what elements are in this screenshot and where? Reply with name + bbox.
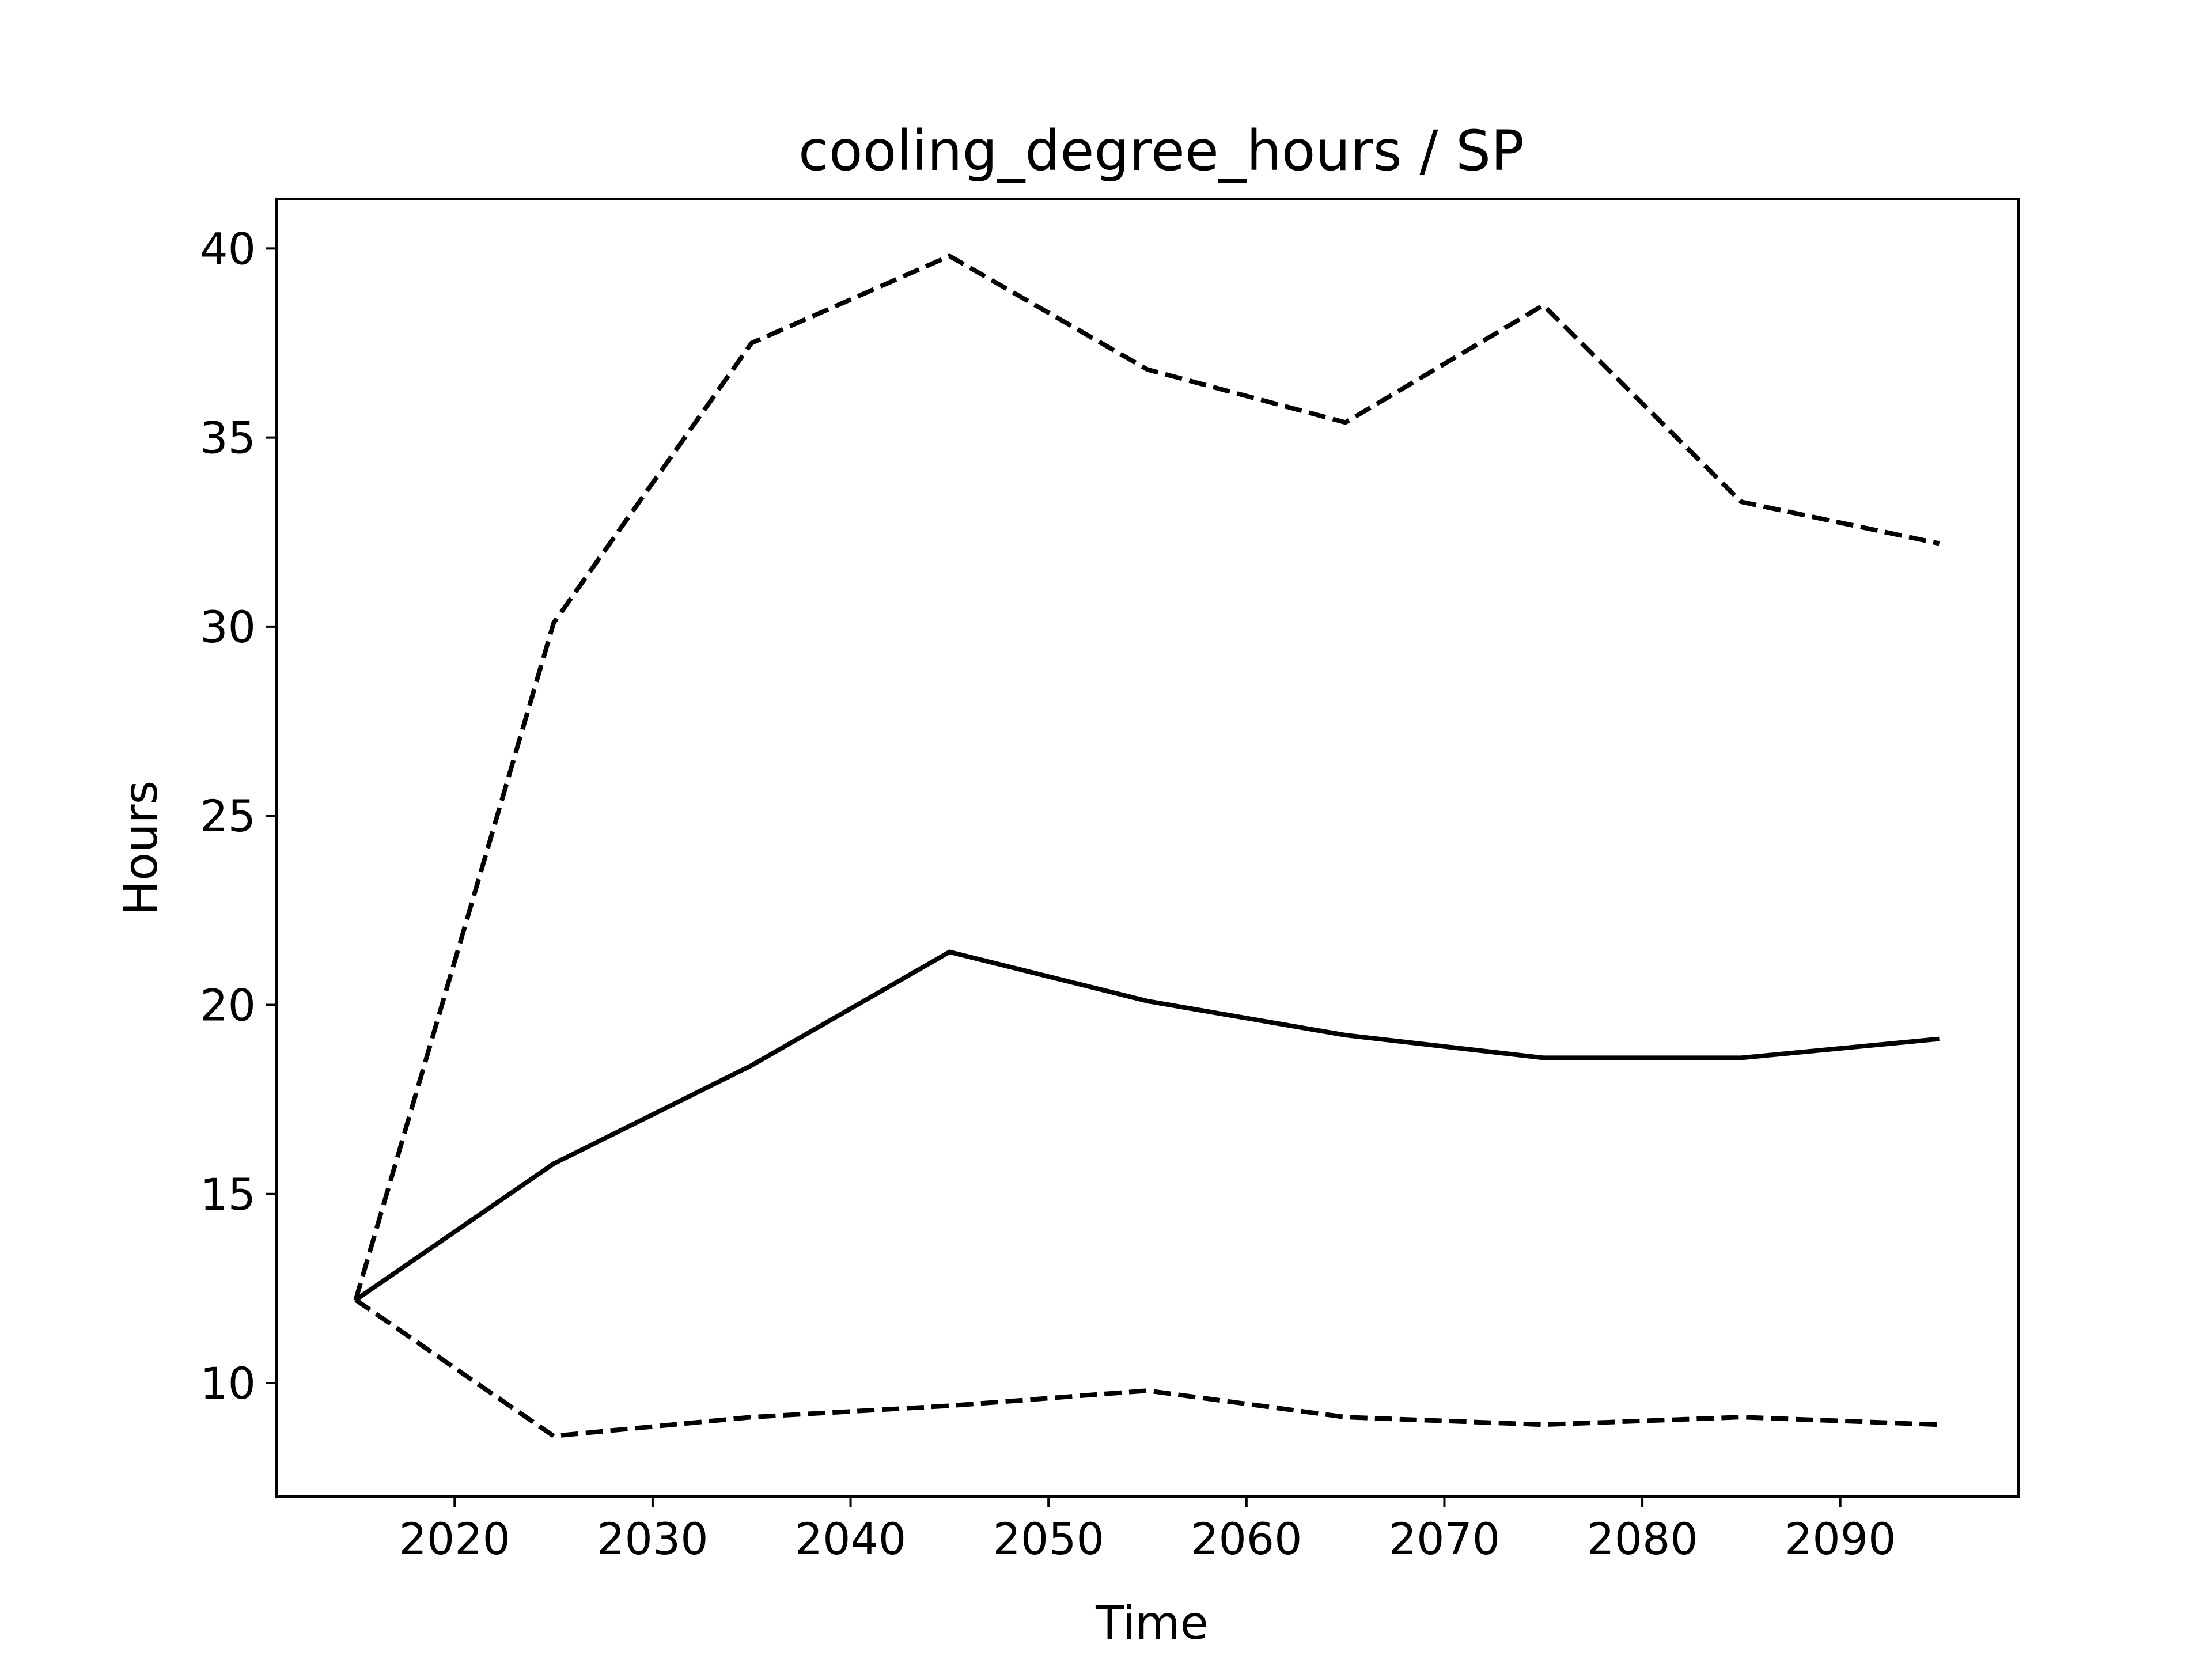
y-tick-label: 25 [200, 790, 256, 842]
series-layer [353, 253, 1940, 1438]
x-tick-label: 2070 [1389, 1513, 1500, 1565]
y-axis-label: Hours [114, 781, 168, 915]
series-line-2 [354, 949, 1940, 1302]
y-tick-label: 20 [200, 979, 256, 1031]
y-tick-label: 40 [200, 223, 256, 274]
plot-frame [275, 198, 2020, 1498]
x-tick-label: 2020 [399, 1513, 510, 1565]
x-tick-label: 2060 [1191, 1513, 1302, 1565]
x-tick-label: 2030 [597, 1513, 708, 1565]
x-tick-label: 2090 [1785, 1513, 1896, 1565]
series-line-1 [353, 253, 1940, 1301]
y-tick-label: 15 [200, 1169, 256, 1220]
x-axis: 2020 2030 2040 2050 2060 2070 2080 2090 [399, 1497, 1896, 1565]
x-tick-label: 2040 [795, 1513, 906, 1565]
x-axis-label: Time [1095, 1596, 1209, 1650]
y-axis: 10 15 20 25 30 35 40 [200, 223, 276, 1409]
x-tick-label: 2080 [1586, 1513, 1698, 1565]
y-tick-label: 10 [200, 1358, 256, 1409]
chart-title: cooling_degree_hours / SP [798, 119, 1524, 183]
y-tick-label: 35 [200, 412, 256, 464]
series-line-3 [354, 1298, 1940, 1438]
y-tick-label: 30 [200, 601, 256, 653]
x-tick-label: 2050 [993, 1513, 1104, 1565]
